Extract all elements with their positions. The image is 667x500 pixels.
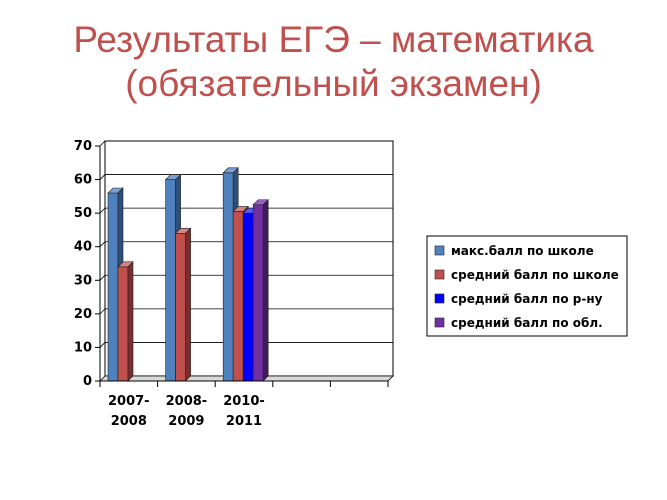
legend-box xyxy=(426,235,628,337)
bar xyxy=(252,199,269,382)
bar-side xyxy=(262,199,269,382)
gridline xyxy=(99,342,393,348)
legend-item-label: средний балл по школе xyxy=(451,268,619,282)
legend: макс.балл по школе средний балл по школе с… xyxy=(426,235,628,337)
y-tick-label: 30 xyxy=(74,273,92,288)
y-tick-label: 60 xyxy=(74,173,92,188)
gridline xyxy=(99,174,393,180)
title-line-2: (обязательный экзамен) xyxy=(125,63,542,104)
bar-front xyxy=(117,266,129,382)
y-tick-label: 40 xyxy=(74,240,92,255)
slide-title: Результаты ЕГЭ – математика (обязательны… xyxy=(0,18,667,106)
legend-swatch xyxy=(434,317,445,328)
bar xyxy=(117,261,134,382)
y-tick-label: 0 xyxy=(83,374,92,389)
y-tick-label: 70 xyxy=(74,139,92,154)
gridline xyxy=(99,241,393,247)
y-tick-label: 20 xyxy=(74,307,92,322)
legend-swatch xyxy=(434,269,445,280)
bar-side xyxy=(185,227,191,382)
title-line-1: Результаты ЕГЭ – математика xyxy=(73,19,594,60)
legend-swatch xyxy=(434,245,445,256)
legend-item-label: средний балл по обл. xyxy=(451,316,603,330)
y-tick-label: 50 xyxy=(74,206,92,221)
x-tick-label: 2008 xyxy=(111,414,147,429)
bar-front xyxy=(165,179,176,382)
bar-front xyxy=(242,212,254,382)
bar-front xyxy=(107,192,119,382)
axis-layer: 0 10 20 30 40 50 60 70 2007- 2008 2008- 2009 2010- 20… xyxy=(74,139,389,429)
x-tick-label: 2010- xyxy=(223,394,265,409)
bar-side xyxy=(127,261,134,382)
x-tick-label: 2009 xyxy=(168,414,204,429)
legend-item-label: средний балл по р-ну xyxy=(451,292,603,306)
bars-layer xyxy=(107,167,269,382)
gridline xyxy=(99,308,393,315)
bar-front xyxy=(175,232,186,382)
bar-front xyxy=(222,172,234,382)
x-tick-label: 2007- xyxy=(108,394,150,409)
bar-front xyxy=(232,211,244,382)
bar-front xyxy=(252,204,264,382)
bar xyxy=(174,227,192,382)
legend-swatch xyxy=(434,293,445,304)
legend-item-label: макс.балл по школе xyxy=(451,244,594,258)
gridline xyxy=(99,274,393,281)
x-tick-label: 2011 xyxy=(226,414,262,429)
y-tick-label: 10 xyxy=(74,340,92,355)
gridline xyxy=(99,140,393,147)
gridline xyxy=(99,207,393,214)
x-tick-label: 2008- xyxy=(166,394,208,409)
